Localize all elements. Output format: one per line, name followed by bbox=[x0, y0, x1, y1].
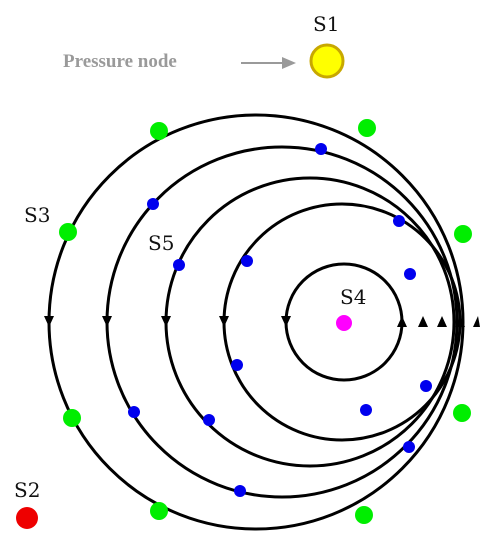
green-nodes bbox=[59, 119, 472, 524]
blue-node bbox=[393, 215, 405, 227]
green-node bbox=[150, 502, 168, 520]
arrowhead-icon bbox=[455, 316, 465, 327]
blue-node bbox=[403, 441, 415, 453]
pressure-node-callout: Pressure node S1 bbox=[63, 12, 345, 79]
source-s5-label: S5 bbox=[148, 231, 174, 255]
blue-node bbox=[231, 359, 243, 371]
arrowhead-icon bbox=[473, 316, 480, 327]
blue-node bbox=[241, 255, 253, 267]
blue-nodes bbox=[128, 143, 432, 497]
blue-node bbox=[315, 143, 327, 155]
source-s2-marker bbox=[16, 507, 38, 529]
source-s1-marker bbox=[309, 43, 345, 79]
green-node bbox=[454, 225, 472, 243]
arrowhead-icon bbox=[44, 316, 54, 327]
arrowhead-icon bbox=[102, 316, 112, 327]
green-node bbox=[63, 409, 81, 427]
source-s1-label: S1 bbox=[313, 12, 339, 36]
blue-node bbox=[404, 268, 416, 280]
green-node bbox=[59, 223, 77, 241]
blue-node bbox=[128, 406, 140, 418]
pressure-node-label: Pressure node bbox=[63, 51, 177, 72]
arrowhead-icon bbox=[281, 316, 291, 327]
blue-node bbox=[234, 485, 246, 497]
source-s4-marker bbox=[336, 315, 352, 331]
blue-node bbox=[147, 198, 159, 210]
source-s4-label: S4 bbox=[340, 285, 366, 309]
blue-node bbox=[360, 404, 372, 416]
source-s3-label: S3 bbox=[24, 203, 50, 227]
direction-markers-right bbox=[397, 316, 480, 327]
arrowhead-icon bbox=[397, 316, 407, 327]
source-s2: S2 bbox=[14, 478, 40, 529]
direction-markers-left bbox=[44, 316, 291, 327]
source-s4: S4 bbox=[336, 285, 366, 331]
arrowhead-icon bbox=[437, 316, 447, 327]
right-arrow-icon bbox=[241, 57, 296, 69]
green-node bbox=[453, 404, 471, 422]
arrowhead-icon bbox=[161, 316, 171, 327]
green-node bbox=[358, 119, 376, 137]
green-node bbox=[150, 122, 168, 140]
green-node bbox=[355, 506, 373, 524]
blue-node bbox=[203, 414, 215, 426]
source-s2-label: S2 bbox=[14, 478, 40, 502]
arrowhead-icon bbox=[418, 316, 428, 327]
blue-node bbox=[173, 259, 185, 271]
arrowhead-icon bbox=[219, 316, 229, 327]
blue-node bbox=[420, 380, 432, 392]
